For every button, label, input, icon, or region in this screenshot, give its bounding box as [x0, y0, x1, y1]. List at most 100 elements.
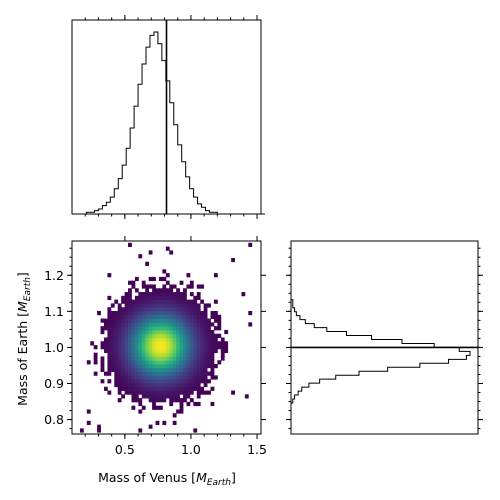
heatmap-cell	[158, 394, 163, 399]
heatmap-cell	[189, 390, 194, 395]
heatmap-cell	[158, 390, 163, 395]
heatmap-cell	[207, 333, 211, 338]
heatmap-cell	[196, 352, 201, 357]
heatmap-cell	[169, 288, 174, 293]
heatmap-cell	[138, 318, 143, 323]
heatmap-cell	[117, 360, 122, 365]
heatmap-cell	[152, 310, 156, 316]
heatmap-cell	[200, 329, 205, 335]
heatmap-cell	[179, 318, 184, 323]
heatmap-cell	[152, 307, 156, 312]
heatmap-cell	[186, 394, 191, 399]
heatmap-cell	[217, 360, 222, 365]
heatmap-cell	[152, 295, 156, 301]
heatmap-cell	[165, 295, 170, 301]
heatmap-cell	[169, 337, 174, 342]
heatmap-cell	[217, 345, 222, 350]
heatmap-cell	[158, 303, 163, 308]
heatmap-cell	[131, 382, 136, 388]
heatmap-cell	[107, 318, 112, 323]
heatmap-cell	[183, 310, 187, 316]
heatmap-cell	[193, 307, 198, 312]
heatmap-cell	[114, 326, 119, 331]
heatmap-cell	[155, 379, 160, 384]
heatmap-cell	[158, 341, 163, 346]
heatmap-cell	[155, 398, 160, 403]
heatmap-cell	[162, 269, 167, 274]
heatmap-cell	[128, 326, 132, 331]
heatmap-cell	[158, 356, 163, 361]
heatmap-cell	[196, 303, 201, 308]
x-axis-label-close: ]	[231, 470, 236, 485]
heatmap-cell	[186, 345, 191, 350]
heatmap-cell	[210, 360, 215, 365]
heatmap-cell	[134, 382, 139, 388]
heatmap-cell	[124, 375, 129, 380]
heatmap-cell	[155, 386, 160, 391]
heatmap-cell	[186, 329, 191, 335]
heatmap-cell	[134, 386, 139, 391]
heatmap-cell	[152, 292, 156, 297]
x-tick-label: 1.5	[247, 442, 267, 457]
mass-2d-histogram-panel: 0.5 1.0 1.5 0.8 0.9 1.0 1.1 1.2	[44, 236, 267, 457]
heatmap-cell	[152, 329, 156, 335]
heatmap-cell	[172, 390, 177, 395]
heatmap-cell	[172, 326, 177, 331]
heatmap-cell	[200, 310, 205, 316]
heatmap-cell	[210, 356, 215, 361]
heatmap-cell	[203, 345, 208, 350]
heatmap-cell	[155, 390, 160, 395]
heatmap-cell	[183, 322, 187, 327]
x-axis-label: Mass of Venus [MEarth]	[98, 470, 236, 488]
heatmap-cell	[134, 367, 139, 372]
heatmap-cell	[148, 371, 153, 376]
heatmap-cell	[183, 382, 187, 388]
heatmap-cell	[172, 345, 177, 350]
heatmap-cell	[121, 356, 126, 361]
heatmap-cell	[186, 299, 191, 304]
heatmap-cell	[162, 352, 167, 357]
heatmap-cell	[176, 314, 180, 319]
heatmap-cell	[203, 310, 208, 316]
heatmap-cell	[179, 329, 184, 335]
heatmap-cell	[114, 333, 119, 338]
heatmap-cell	[203, 314, 208, 319]
heatmap-cell	[193, 310, 198, 316]
heatmap-cell	[158, 382, 163, 388]
heatmap-cell	[138, 299, 143, 304]
heatmap-cell	[183, 341, 187, 346]
heatmap-cell	[224, 348, 229, 354]
heatmap-cell	[196, 382, 201, 388]
heatmap-cell	[145, 379, 150, 384]
heatmap-cell	[213, 314, 218, 319]
heatmap-cell	[145, 371, 150, 376]
heatmap-cell	[183, 367, 187, 372]
heatmap-cells	[79, 242, 253, 433]
heatmap-cell	[172, 318, 177, 323]
heatmap-cell	[179, 386, 184, 391]
heatmap-cell	[179, 307, 184, 312]
heatmap-cell	[213, 337, 218, 342]
heatmap-cell	[145, 292, 150, 297]
heatmap-cell	[121, 329, 126, 335]
heatmap-cell	[155, 356, 160, 361]
heatmap-cell	[162, 288, 167, 293]
heatmap-cell	[93, 345, 98, 350]
heatmap-cell	[128, 333, 132, 338]
heatmap-cell	[186, 284, 191, 289]
heatmap-cell	[207, 360, 211, 365]
heatmap-cell	[124, 303, 129, 308]
heatmap-cell	[196, 401, 201, 407]
heatmap-cell	[183, 307, 187, 312]
heatmap-cell	[162, 420, 167, 426]
heatmap-cell	[200, 322, 205, 327]
heatmap-cell	[196, 379, 201, 384]
heatmap-cell	[189, 333, 194, 338]
heatmap-cell	[131, 367, 136, 372]
heatmap-cell	[134, 314, 139, 319]
heatmap-cell	[124, 364, 129, 369]
heatmap-cell	[152, 303, 156, 308]
heatmap-cell	[152, 276, 156, 282]
heatmap-cell	[145, 352, 150, 357]
heatmap-cell	[141, 322, 146, 327]
